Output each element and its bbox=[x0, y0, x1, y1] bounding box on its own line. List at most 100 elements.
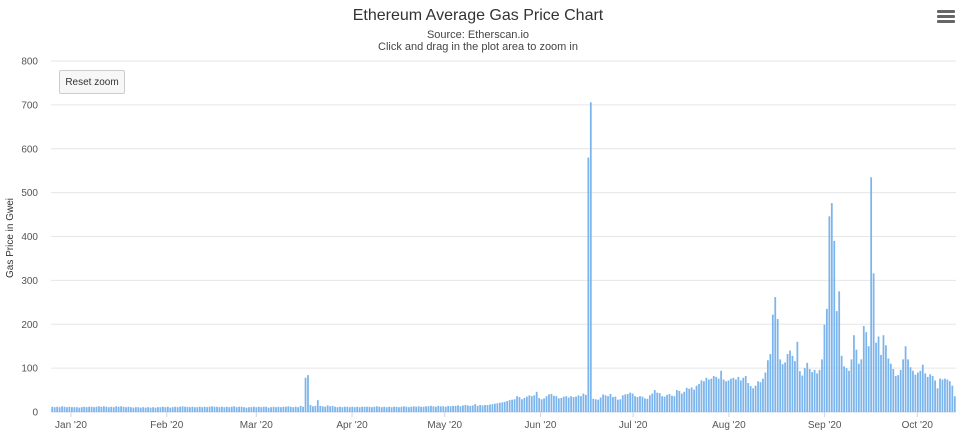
bar[interactable] bbox=[877, 336, 880, 412]
bar[interactable] bbox=[619, 399, 622, 412]
bar[interactable] bbox=[371, 407, 373, 412]
bar[interactable] bbox=[181, 406, 184, 412]
bar[interactable] bbox=[902, 359, 905, 412]
bar[interactable] bbox=[284, 406, 287, 412]
bar[interactable] bbox=[666, 394, 668, 412]
bar[interactable] bbox=[791, 355, 794, 412]
bar[interactable] bbox=[784, 362, 786, 412]
bar[interactable] bbox=[189, 407, 191, 412]
bar[interactable] bbox=[80, 407, 83, 412]
bar[interactable] bbox=[951, 385, 954, 412]
bar[interactable] bbox=[762, 378, 764, 412]
bar[interactable] bbox=[250, 407, 253, 412]
bar[interactable] bbox=[739, 380, 742, 412]
bar[interactable] bbox=[840, 355, 843, 412]
bar[interactable] bbox=[776, 318, 779, 412]
bar[interactable] bbox=[112, 407, 115, 412]
bar[interactable] bbox=[71, 407, 73, 412]
bar[interactable] bbox=[348, 407, 351, 412]
bar[interactable] bbox=[710, 378, 713, 412]
bar[interactable] bbox=[764, 372, 767, 412]
bar[interactable] bbox=[803, 368, 806, 413]
bar[interactable] bbox=[570, 396, 573, 412]
reset-zoom-button[interactable]: Reset zoom bbox=[59, 70, 125, 94]
bar[interactable] bbox=[725, 381, 727, 412]
bar[interactable] bbox=[523, 397, 526, 412]
bar[interactable] bbox=[754, 385, 757, 412]
bar[interactable] bbox=[592, 398, 595, 412]
bar[interactable] bbox=[848, 370, 850, 412]
bar[interactable] bbox=[289, 406, 292, 412]
bar[interactable] bbox=[132, 407, 135, 412]
bar[interactable] bbox=[198, 406, 201, 412]
bar[interactable] bbox=[61, 406, 63, 412]
bar[interactable] bbox=[737, 376, 740, 412]
bar[interactable] bbox=[117, 406, 120, 412]
bar[interactable] bbox=[361, 406, 363, 412]
bar[interactable] bbox=[658, 393, 661, 412]
bar[interactable] bbox=[934, 380, 936, 412]
bar[interactable] bbox=[717, 378, 720, 412]
bar[interactable] bbox=[366, 406, 368, 412]
bar[interactable] bbox=[604, 395, 607, 412]
bar[interactable] bbox=[813, 369, 816, 412]
bar[interactable] bbox=[498, 402, 501, 412]
bar[interactable] bbox=[380, 407, 383, 412]
bar[interactable] bbox=[166, 406, 169, 412]
bar[interactable] bbox=[277, 406, 280, 412]
bar[interactable] bbox=[732, 377, 735, 412]
bar[interactable] bbox=[422, 406, 425, 412]
bar[interactable] bbox=[339, 406, 341, 412]
bar[interactable] bbox=[651, 393, 654, 412]
bar[interactable] bbox=[130, 407, 132, 412]
bar[interactable] bbox=[68, 406, 71, 412]
bar[interactable] bbox=[597, 399, 600, 412]
bar[interactable] bbox=[828, 216, 831, 412]
bar[interactable] bbox=[152, 407, 154, 412]
bar[interactable] bbox=[331, 405, 334, 412]
bar[interactable] bbox=[939, 378, 941, 412]
bar[interactable] bbox=[275, 407, 277, 412]
bar[interactable] bbox=[860, 359, 863, 412]
bar[interactable] bbox=[238, 406, 241, 412]
bar[interactable] bbox=[329, 406, 332, 412]
bar[interactable] bbox=[555, 396, 558, 412]
bar[interactable] bbox=[511, 399, 513, 412]
bar[interactable] bbox=[248, 407, 250, 412]
bar[interactable] bbox=[944, 378, 946, 412]
bar[interactable] bbox=[193, 407, 196, 412]
bar[interactable] bbox=[545, 396, 548, 412]
bar[interactable] bbox=[607, 396, 609, 412]
bar[interactable] bbox=[513, 399, 516, 412]
bar[interactable] bbox=[240, 406, 243, 412]
bar[interactable] bbox=[58, 407, 61, 412]
bar[interactable] bbox=[90, 406, 93, 412]
bar[interactable] bbox=[833, 240, 836, 412]
bar[interactable] bbox=[548, 394, 550, 412]
bar[interactable] bbox=[535, 391, 538, 412]
bar[interactable] bbox=[375, 406, 378, 412]
bar[interactable] bbox=[594, 399, 597, 412]
bar[interactable] bbox=[346, 406, 349, 412]
bar[interactable] bbox=[747, 383, 750, 412]
bar[interactable] bbox=[282, 406, 285, 412]
bar[interactable] bbox=[656, 392, 659, 412]
bar[interactable] bbox=[489, 404, 491, 412]
bar[interactable] bbox=[653, 390, 656, 412]
bar[interactable] bbox=[312, 406, 314, 412]
bar[interactable] bbox=[218, 407, 221, 412]
bar[interactable] bbox=[230, 406, 233, 412]
bar[interactable] bbox=[476, 405, 479, 412]
bar[interactable] bbox=[850, 359, 853, 412]
bar[interactable] bbox=[201, 407, 204, 412]
bar[interactable] bbox=[430, 405, 432, 412]
bar[interactable] bbox=[885, 345, 887, 412]
bar[interactable] bbox=[412, 406, 415, 412]
bar[interactable] bbox=[693, 389, 695, 412]
bar[interactable] bbox=[661, 396, 664, 412]
bar[interactable] bbox=[356, 406, 359, 412]
bar[interactable] bbox=[506, 401, 509, 412]
bar[interactable] bbox=[862, 326, 865, 412]
bar[interactable] bbox=[688, 388, 691, 412]
